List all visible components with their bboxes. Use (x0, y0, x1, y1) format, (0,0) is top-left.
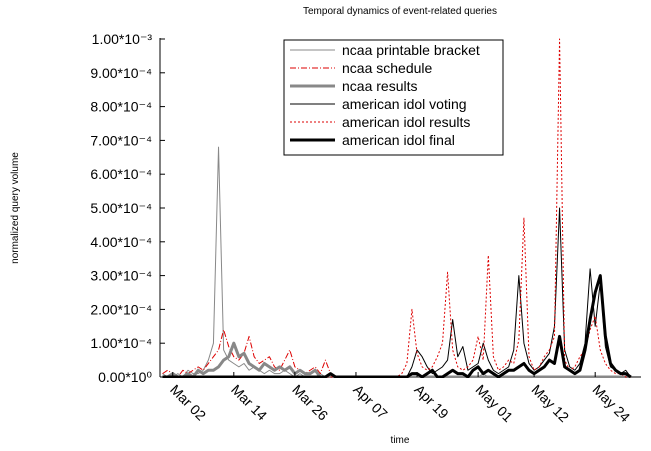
y-axis-label: normalized query volume (10, 152, 21, 264)
series-line (162, 274, 632, 378)
y-tick-label: 7.00*10⁻⁴ (90, 132, 152, 148)
y-tick-label: 1.00*10⁻³ (92, 31, 153, 47)
y-tick-label: 5.00*10⁻⁴ (90, 200, 152, 216)
x-tick-label: Mar 02 (167, 381, 209, 423)
legend-label: american idol final (342, 132, 455, 148)
x-tick-label: Mar 14 (228, 381, 270, 423)
x-tick-label: Apr 19 (411, 381, 452, 422)
x-tick-label: May 01 (472, 381, 516, 425)
legend-box (283, 39, 504, 156)
x-tick-label: May 12 (528, 381, 572, 425)
legend-label: ncaa printable bracket (342, 42, 480, 58)
y-tick-label: 9.00*10⁻⁴ (90, 65, 152, 81)
x-tick-label: Apr 07 (350, 381, 391, 422)
legend-label: ncaa schedule (342, 60, 433, 76)
y-tick-label: 1.00*10⁻⁴ (90, 335, 152, 351)
y-tick-label: 0.00*10⁰ (98, 369, 152, 385)
y-tick-label: 6.00*10⁻⁴ (90, 166, 152, 182)
plot-area (162, 38, 632, 378)
x-tick-label: May 24 (590, 381, 634, 425)
chart-title: Temporal dynamics of event-related queri… (303, 6, 497, 17)
y-tick-label: 4.00*10⁻⁴ (90, 234, 152, 250)
y-tick-label: 8.00*10⁻⁴ (90, 99, 152, 115)
x-tick-label: Mar 26 (289, 381, 331, 423)
series-line (162, 207, 632, 378)
y-tick-label: 2.00*10⁻⁴ (90, 301, 152, 317)
legend-label: american idol voting (342, 96, 467, 112)
legend-label: ncaa results (342, 78, 417, 94)
y-tick-label: 3.00*10⁻⁴ (90, 268, 152, 284)
x-axis-label: time (391, 435, 410, 446)
legend-label: american idol results (342, 114, 470, 130)
